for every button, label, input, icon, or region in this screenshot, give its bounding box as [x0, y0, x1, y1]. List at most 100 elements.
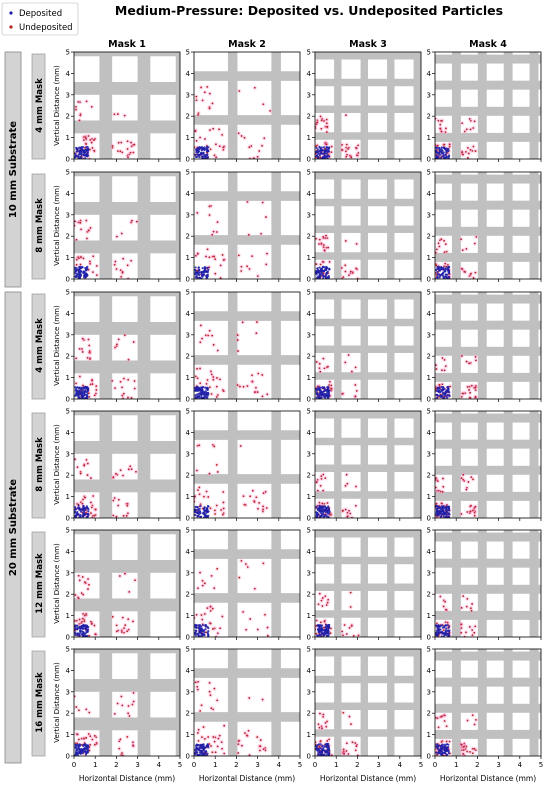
- y-tick-label: 4: [427, 190, 432, 198]
- undeposited-point: [460, 477, 463, 480]
- deposited-point: [319, 627, 323, 631]
- undeposited-point: [120, 275, 123, 278]
- deposited-point: [447, 626, 451, 629]
- mask-opening: [112, 572, 138, 599]
- panel-frame: [434, 410, 542, 519]
- undeposited-point: [89, 735, 92, 738]
- undeposited-point: [212, 376, 215, 378]
- deposited-point: [328, 625, 331, 628]
- undeposited-point: [474, 625, 477, 628]
- deposited-point: [441, 506, 444, 509]
- undeposited-point: [222, 390, 225, 392]
- deposited-point: [322, 146, 326, 149]
- deposited-point: [316, 151, 319, 154]
- undeposited-point: [132, 744, 134, 747]
- undeposited-point: [210, 370, 212, 373]
- deposited-point: [321, 505, 325, 508]
- undeposited-point: [115, 268, 118, 270]
- mask-opening: [368, 232, 388, 253]
- undeposited-point: [212, 708, 214, 711]
- undeposited-point: [222, 146, 225, 149]
- undeposited-point: [258, 749, 261, 752]
- column-headers: Mask 1 Mask 2 Mask 3 Mask 4: [108, 39, 507, 50]
- y-tick-label: 1: [186, 374, 190, 382]
- undeposited-point: [325, 143, 328, 146]
- deposited-point: [198, 627, 202, 630]
- undeposited-point: [345, 146, 348, 149]
- undeposited-point: [344, 361, 347, 364]
- undeposited-point: [439, 239, 441, 242]
- deposited-point: [82, 271, 85, 274]
- deposited-point: [201, 267, 204, 270]
- undeposited-point: [81, 348, 83, 350]
- mask-opening: [486, 329, 504, 347]
- undeposited-point: [473, 514, 476, 517]
- deposited-point: [203, 633, 206, 637]
- undeposited-point: [442, 605, 445, 608]
- undeposited-point: [88, 350, 91, 352]
- deposited-point: [84, 148, 87, 152]
- undeposited-point: [345, 473, 348, 476]
- mask-opening: [368, 683, 388, 703]
- undeposited-point: [470, 384, 473, 387]
- deposited-point: [201, 155, 204, 158]
- deposited-point: [323, 386, 326, 389]
- undeposited-point: [219, 264, 222, 267]
- undeposited-point: [342, 711, 345, 714]
- mask-opening: [538, 355, 541, 373]
- deposited-point: [446, 624, 449, 627]
- undeposited-point: [441, 357, 444, 359]
- deposited-point: [77, 268, 80, 271]
- undeposited-point: [460, 355, 463, 357]
- undeposited-point: [471, 629, 474, 631]
- deposited-point: [327, 634, 330, 637]
- undeposited-point: [468, 362, 471, 365]
- deposited-point: [82, 743, 85, 747]
- undeposited-point: [79, 114, 82, 117]
- x-tick-label: 3: [255, 761, 259, 769]
- undeposited-point: [74, 620, 76, 622]
- undeposited-point: [197, 587, 199, 590]
- undeposited-point: [330, 754, 333, 756]
- deposited-point: [86, 515, 89, 518]
- undeposited-point: [76, 466, 79, 469]
- mask-opening: [150, 691, 176, 718]
- undeposited-point: [83, 620, 86, 623]
- undeposited-point: [444, 127, 447, 130]
- deposited-point: [439, 395, 442, 399]
- mask-opening: [237, 364, 272, 399]
- deposited-point: [328, 268, 331, 271]
- undeposited-point: [466, 486, 468, 489]
- mask-opening: [460, 235, 478, 253]
- mask-opening: [368, 564, 388, 584]
- undeposited-point: [117, 150, 119, 153]
- undeposited-point: [204, 334, 207, 337]
- mask-opening: [237, 439, 272, 475]
- mask-opening: [460, 172, 478, 175]
- deposited-point: [204, 395, 207, 398]
- undeposited-point: [247, 233, 250, 236]
- undeposited-point: [440, 369, 443, 372]
- undeposited-point: [323, 367, 326, 370]
- undeposited-point: [208, 256, 211, 259]
- undeposited-point: [210, 574, 213, 577]
- undeposited-point: [357, 634, 360, 637]
- y-tick-label: 1: [307, 134, 311, 142]
- mask-opening: [460, 411, 478, 414]
- y-tick-label: 5: [66, 289, 70, 297]
- deposited-point: [74, 152, 77, 155]
- deposited-point: [328, 393, 331, 397]
- deposited-point: [80, 624, 83, 628]
- undeposited-point: [114, 346, 116, 349]
- undeposited-point: [327, 246, 330, 249]
- deposited-point: [444, 275, 448, 278]
- mask-opening: [512, 329, 530, 347]
- undeposited-point: [208, 92, 211, 95]
- deposited-point: [85, 266, 88, 269]
- y-tick-label: 0: [66, 156, 70, 164]
- undeposited-point: [216, 394, 219, 396]
- mask-opening: [368, 299, 388, 319]
- undeposited-point: [115, 630, 118, 633]
- deposited-point: [196, 273, 199, 276]
- mask-opening: [280, 320, 300, 356]
